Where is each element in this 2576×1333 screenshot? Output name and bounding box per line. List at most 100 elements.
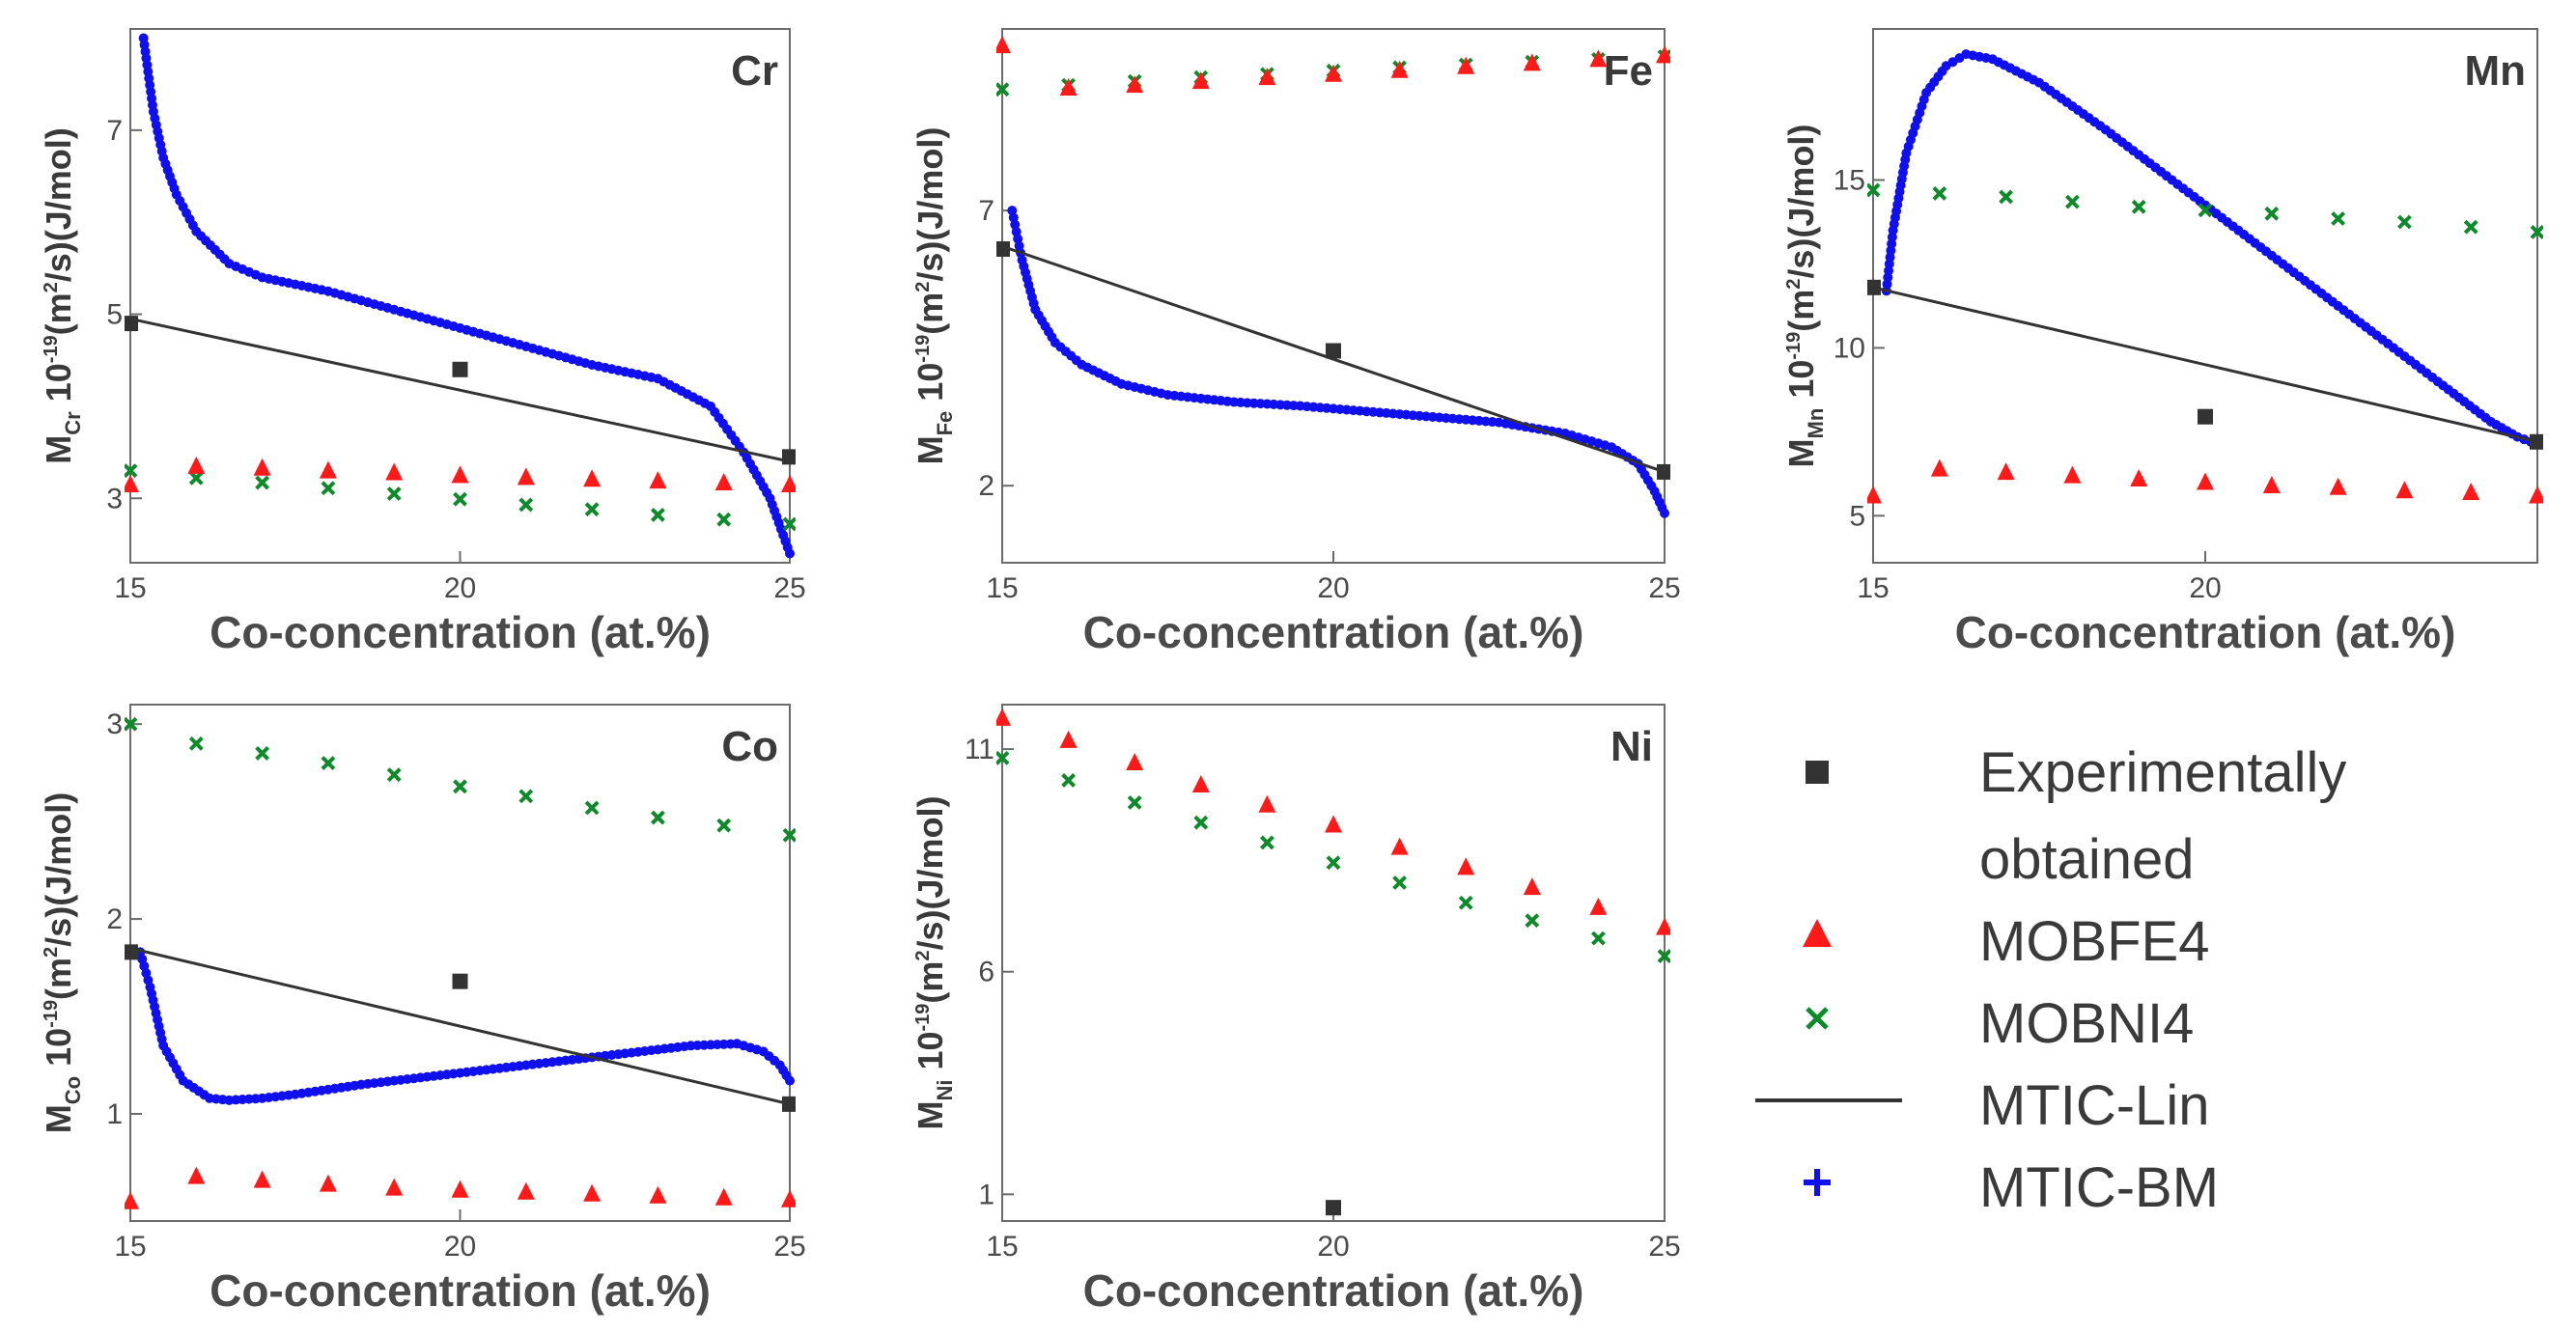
mobni4-point	[584, 800, 600, 816]
x-tick-label: 20	[2189, 572, 2221, 604]
mobfe4-point	[1258, 68, 1276, 86]
mobni4-point	[650, 508, 665, 522]
plot-area	[125, 716, 796, 1209]
panel-title: Mn	[2464, 47, 2526, 95]
y-tick-label: 3	[106, 483, 123, 514]
mobfe4-point	[2462, 482, 2480, 500]
mobfe4-point	[253, 1170, 271, 1188]
y-label-prefix: 10	[910, 1032, 950, 1080]
plot-frame	[1001, 704, 1666, 1222]
y-label-symbol: M	[910, 1101, 950, 1130]
y-label-unit: (m	[39, 958, 78, 1000]
experimental-point	[125, 316, 138, 332]
mobni4-point	[518, 497, 534, 513]
y-label-symbol: M	[39, 1104, 78, 1133]
mobni4-point	[1999, 189, 2014, 205]
mobni4-point	[255, 475, 270, 490]
x-tick-label: 25	[1648, 572, 1680, 604]
mobni4-point	[782, 827, 796, 843]
mobni4-point	[453, 491, 467, 507]
mobfe4-point	[1457, 56, 1475, 74]
y-label-exponent: -19	[912, 335, 934, 363]
y-label-exponent: -19	[41, 1000, 62, 1028]
experimental-point	[782, 449, 796, 465]
x-tick-label: 25	[1648, 1231, 1680, 1263]
y-label-unit-exponent: 2	[1783, 279, 1805, 290]
mtic-lin-line	[1872, 286, 2538, 444]
y-tick-label: 10	[1834, 332, 1865, 364]
mobni4-point	[1657, 949, 1670, 963]
x-axis-label: Co-concentration (at.%)	[1083, 607, 1584, 657]
experimental-point	[1867, 279, 1881, 295]
y-tick-label: 3	[106, 708, 123, 740]
y-tick-label: 1	[106, 1098, 123, 1130]
mtic-bm-point	[1660, 508, 1669, 518]
mobni4-point	[2530, 225, 2543, 239]
mobni4-point	[1061, 772, 1077, 788]
mobfe4-point	[1523, 877, 1541, 896]
experimental-point	[1657, 463, 1670, 480]
mobfe4-point	[125, 474, 139, 492]
mobni4-point	[386, 486, 402, 501]
mobni4-point	[255, 746, 270, 761]
y-label-subscript: Cr	[61, 411, 85, 435]
y-label-exponent: -19	[912, 1004, 934, 1032]
plot-area	[125, 33, 796, 559]
mobfe4-point	[714, 473, 733, 491]
mobfe4-point	[2063, 465, 2082, 484]
experimental-point	[782, 1096, 796, 1112]
mobni4-point	[1590, 930, 1606, 946]
mobfe4-point	[125, 1191, 139, 1209]
y-label-unit: (m	[910, 292, 950, 335]
experimental-point	[996, 241, 1010, 258]
y-label-unit-exponent: 2	[912, 282, 934, 292]
mobfe4-point	[1059, 78, 1078, 97]
mobfe4-point	[649, 1185, 667, 1204]
mobfe4-point	[517, 1181, 535, 1200]
y-label-exponent: -19	[1783, 332, 1805, 360]
y-label-unit-exponent: 2	[912, 950, 934, 960]
y-label-unit-rest: /s)(J/mol)	[39, 127, 78, 282]
legend-marker-plus	[1804, 1169, 1831, 1196]
y-label-unit-rest: /s)(J/mol)	[910, 795, 950, 950]
mobni4-point	[2264, 206, 2280, 221]
experimental-point	[2198, 408, 2213, 425]
mobfe4-point	[1191, 775, 1210, 793]
y-axis-label: MCr 10-19(m2/s)(J/mol)	[39, 127, 85, 464]
x-tick-label: 20	[1317, 1231, 1349, 1263]
mobfe4-point	[996, 36, 1011, 54]
x-tick-label: 15	[986, 572, 1018, 604]
mobni4-point	[2463, 219, 2478, 235]
panel-title: Cr	[731, 47, 778, 95]
mobfe4-point	[1589, 897, 1608, 915]
experimental-point	[1326, 1200, 1341, 1216]
y-label-subscript: Fe	[933, 411, 957, 436]
mobni4-point	[1932, 186, 1947, 201]
y-label-unit-rest: /s)(J/mol)	[1781, 125, 1821, 279]
y-label-subscript: Mn	[1804, 408, 1828, 439]
experimental-point	[2530, 433, 2543, 450]
mobni4-point	[518, 789, 534, 804]
y-tick-label: 2	[106, 903, 123, 935]
mobni4-point	[2131, 199, 2146, 214]
mobfe4-point	[781, 474, 796, 492]
mobni4-point	[188, 470, 204, 486]
y-label-unit: (m	[1781, 290, 1821, 332]
mobfe4-point	[2197, 472, 2214, 490]
x-tick-label: 15	[986, 1231, 1018, 1263]
mobfe4-point	[1059, 730, 1078, 748]
y-label-symbol: M	[1781, 438, 1821, 467]
plot-frame	[1001, 28, 1666, 564]
y-tick-label: 5	[1849, 500, 1865, 532]
mobni4-point	[782, 516, 796, 532]
x-tick-label: 15	[114, 1231, 146, 1263]
legend-label: MTIC-BM	[1979, 1156, 2219, 1219]
mobni4-point	[188, 736, 204, 751]
mtic-lin-line	[1001, 244, 1666, 474]
y-label-subscript: Co	[61, 1076, 85, 1104]
mobni4-point	[996, 82, 1010, 97]
mobfe4-point	[1457, 857, 1475, 875]
mtic-lin-line	[129, 946, 791, 1106]
